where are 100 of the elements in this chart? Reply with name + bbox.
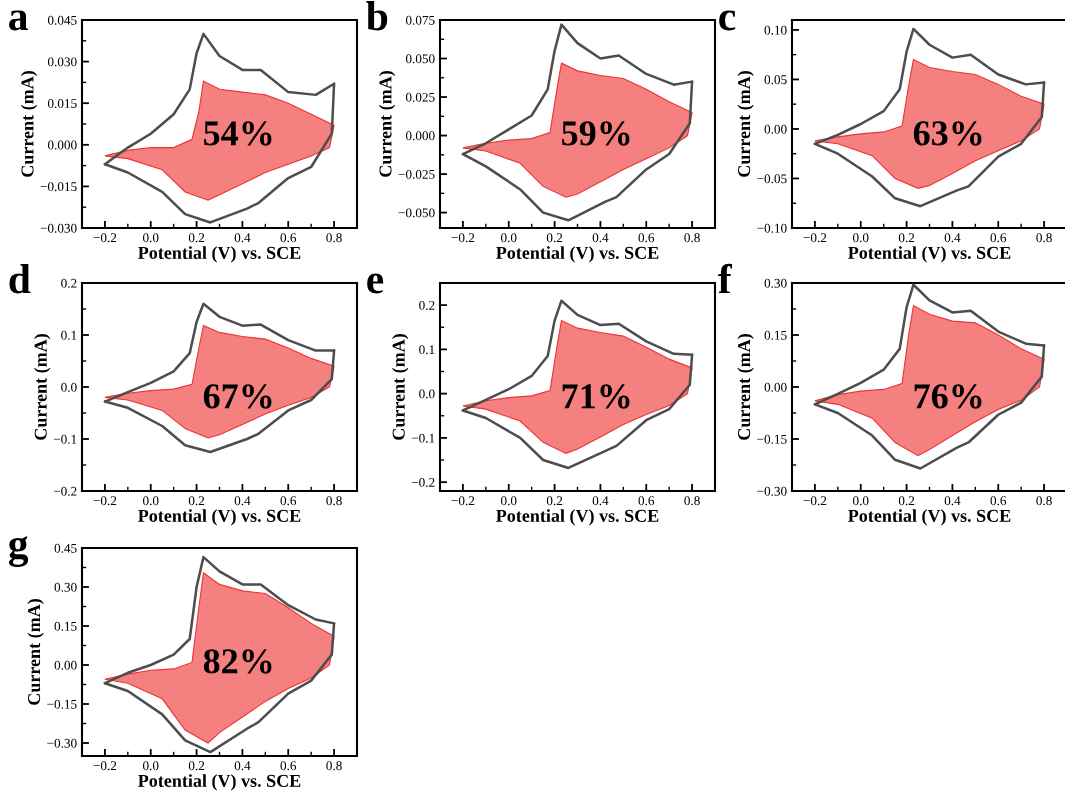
y-tick-label: 0.05: [764, 75, 787, 85]
x-tick-label: 0.0: [853, 233, 869, 243]
x-tick-label: 0.8: [326, 233, 342, 243]
y-tick-label: 0.025: [405, 92, 435, 102]
x-tick-label: 0.8: [684, 233, 700, 243]
x-tick-label: 0.4: [234, 761, 251, 771]
x-tick-label: −0.2: [451, 233, 475, 243]
y-tick-label: 0.45: [54, 543, 77, 553]
x-tick-label: 0.6: [990, 233, 1007, 243]
annotation: 54%: [204, 121, 272, 146]
y-tick-label: 0.075: [405, 15, 435, 25]
y-axis-title: Current (mA): [27, 599, 44, 705]
y-tick-label: 0.30: [54, 582, 77, 592]
x-tick-label: 0.4: [944, 496, 961, 506]
x-tick-label: 0.2: [546, 496, 563, 506]
y-axis-title: Current (mA): [20, 71, 38, 177]
chart-title: a: [9, 10, 28, 31]
x-axis-title: Potential (V) vs. SCE: [138, 246, 301, 263]
y-tick-label: 0.030: [47, 57, 77, 67]
x-tick-label: −0.2: [93, 761, 117, 771]
x-tick-label: 0.2: [898, 496, 915, 506]
x-tick-label: 0.4: [592, 233, 609, 243]
y-tick-label: 0.00: [54, 660, 77, 670]
chart-title: d: [9, 264, 31, 294]
x-tick-label: 0.2: [188, 233, 205, 243]
y-axis-title: Current (mA): [378, 71, 396, 177]
annotation: 71%: [562, 384, 630, 409]
y-tick-label: −0.015: [40, 182, 77, 192]
x-tick-label: −0.2: [451, 496, 475, 506]
x-tick-label: 0.6: [990, 496, 1007, 506]
x-tick-label: 0.2: [188, 761, 205, 771]
y-tick-label: 0.10: [764, 25, 787, 35]
chart-title: b: [366, 1, 388, 31]
chart-title: e: [367, 273, 384, 294]
y-tick-label: 0.0: [419, 389, 435, 399]
x-axis-title: Potential (V) vs. SCE: [496, 246, 659, 263]
x-axis-title: Potential (V) vs. SCE: [848, 246, 1011, 263]
chart-title: g: [8, 536, 29, 567]
x-tick-label: 0.6: [280, 496, 297, 506]
y-tick-label: −0.1: [411, 433, 435, 443]
y-tick-label: −0.2: [411, 477, 435, 487]
y-tick-label: −0.05: [757, 174, 787, 184]
x-tick-label: 0.6: [280, 761, 297, 771]
y-axis-title: Current (mA): [34, 334, 51, 440]
y-tick-label: −0.15: [757, 434, 787, 444]
chart-title: f: [718, 263, 733, 294]
y-tick-label: 0.2: [419, 300, 435, 310]
x-tick-label: 0.0: [501, 233, 517, 243]
x-tick-label: 0.8: [1036, 496, 1052, 506]
y-tick-label: 0.1: [419, 345, 435, 355]
annotation: 76%: [914, 384, 982, 409]
y-tick-label: 0.050: [405, 54, 435, 64]
y-tick-label: 0.30: [764, 278, 787, 288]
x-tick-label: −0.2: [93, 496, 117, 506]
x-tick-label: −0.2: [803, 233, 827, 243]
x-tick-label: 0.0: [143, 496, 159, 506]
y-tick-label: −0.025: [398, 169, 435, 179]
x-tick-label: −0.2: [93, 233, 117, 243]
y-tick-label: 0.00: [764, 382, 787, 392]
x-tick-label: 0.4: [944, 233, 961, 243]
x-axis-title: Potential (V) vs. SCE: [138, 509, 301, 526]
x-tick-label: 0.8: [326, 761, 342, 771]
chart-title: c: [719, 10, 736, 31]
x-tick-label: 0.4: [592, 496, 609, 506]
y-axis-title: Current (mA): [737, 334, 754, 440]
y-tick-label: 0.000: [405, 131, 435, 141]
y-tick-label: 0.0: [61, 382, 77, 392]
x-tick-label: 0.6: [638, 233, 655, 243]
annotation: 59%: [562, 121, 630, 146]
x-tick-label: 0.2: [546, 233, 563, 243]
x-tick-label: 0.6: [280, 233, 297, 243]
x-tick-label: 0.6: [638, 496, 655, 506]
x-axis-title: Potential (V) vs. SCE: [138, 774, 301, 791]
y-tick-label: −0.15: [47, 699, 77, 709]
x-tick-label: 0.0: [853, 496, 869, 506]
y-tick-label: 0.2: [61, 278, 77, 288]
annotation: 67%: [203, 384, 272, 409]
x-tick-label: 0.8: [684, 496, 700, 506]
y-tick-label: −0.1: [53, 434, 77, 444]
y-tick-label: 0.15: [764, 330, 787, 340]
y-tick-label: 0.00: [764, 124, 787, 134]
y-tick-label: 0.045: [47, 15, 77, 25]
y-tick-label: −0.30: [47, 738, 77, 748]
x-tick-label: 0.0: [143, 233, 159, 243]
y-axis-title: Current (mA): [392, 334, 409, 440]
y-axis-title: Current (mA): [737, 71, 754, 177]
y-tick-label: 0.015: [47, 99, 77, 108]
y-tick-label: −0.2: [53, 486, 77, 496]
x-tick-label: 0.2: [188, 496, 205, 506]
x-axis-title: Potential (V) vs. SCE: [848, 509, 1011, 526]
x-tick-label: 0.4: [234, 233, 251, 243]
y-tick-label: 0.1: [61, 330, 77, 340]
x-tick-label: 0.0: [501, 496, 517, 506]
y-tick-label: −0.030: [40, 223, 77, 233]
annotation: 63%: [913, 121, 982, 146]
y-tick-label: 0.15: [54, 621, 77, 631]
annotation: 82%: [203, 649, 272, 674]
x-tick-label: −0.2: [803, 496, 827, 506]
y-tick-label: −0.30: [757, 486, 787, 496]
x-axis-title: Potential (V) vs. SCE: [496, 509, 659, 526]
